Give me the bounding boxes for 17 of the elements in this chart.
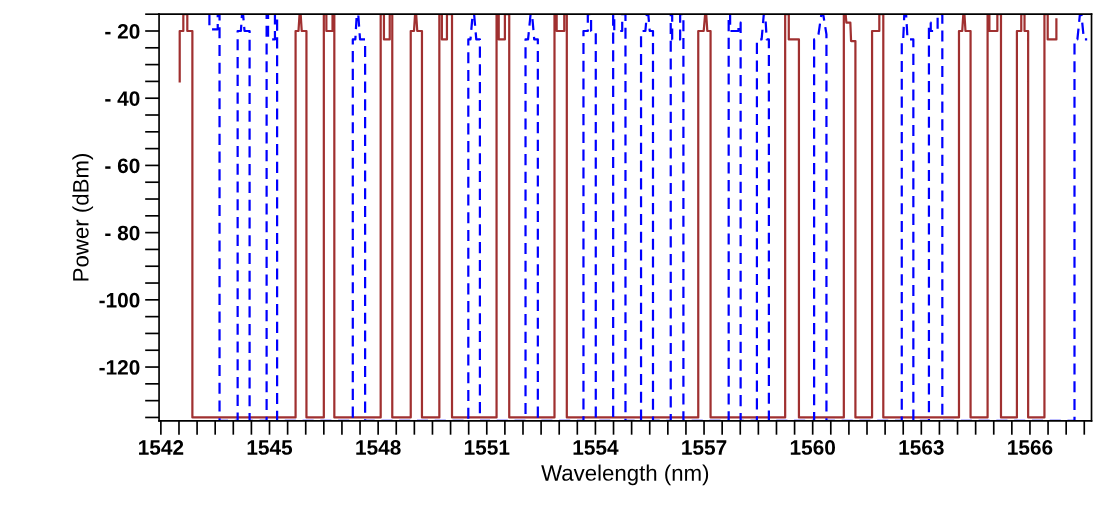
x-tick-label: 1548	[356, 440, 401, 455]
x-tick-label: 1545	[247, 440, 293, 455]
x-tick-label: 1560	[790, 440, 836, 455]
x-tick-label: 1557	[682, 440, 727, 455]
y-tick-label: - 60	[105, 158, 140, 174]
x-tick-label: 1563	[899, 440, 944, 455]
y-axis-title: Power (dBm)	[72, 154, 94, 281]
x-tick-label: 1554	[573, 440, 619, 455]
y-tick-label: -100	[99, 292, 140, 308]
x-tick-label: 1566	[1008, 440, 1053, 455]
x-tick-label: 1542	[139, 440, 184, 455]
y-tick-label: -120	[99, 360, 140, 375]
y-tick-label: - 20	[105, 24, 140, 39]
x-tick-label: 1551	[464, 440, 510, 455]
y-tick-label: - 40	[105, 91, 140, 106]
x-axis-title: Wavelength (nm)	[541, 464, 709, 486]
y-tick-label: - 80	[105, 225, 140, 241]
